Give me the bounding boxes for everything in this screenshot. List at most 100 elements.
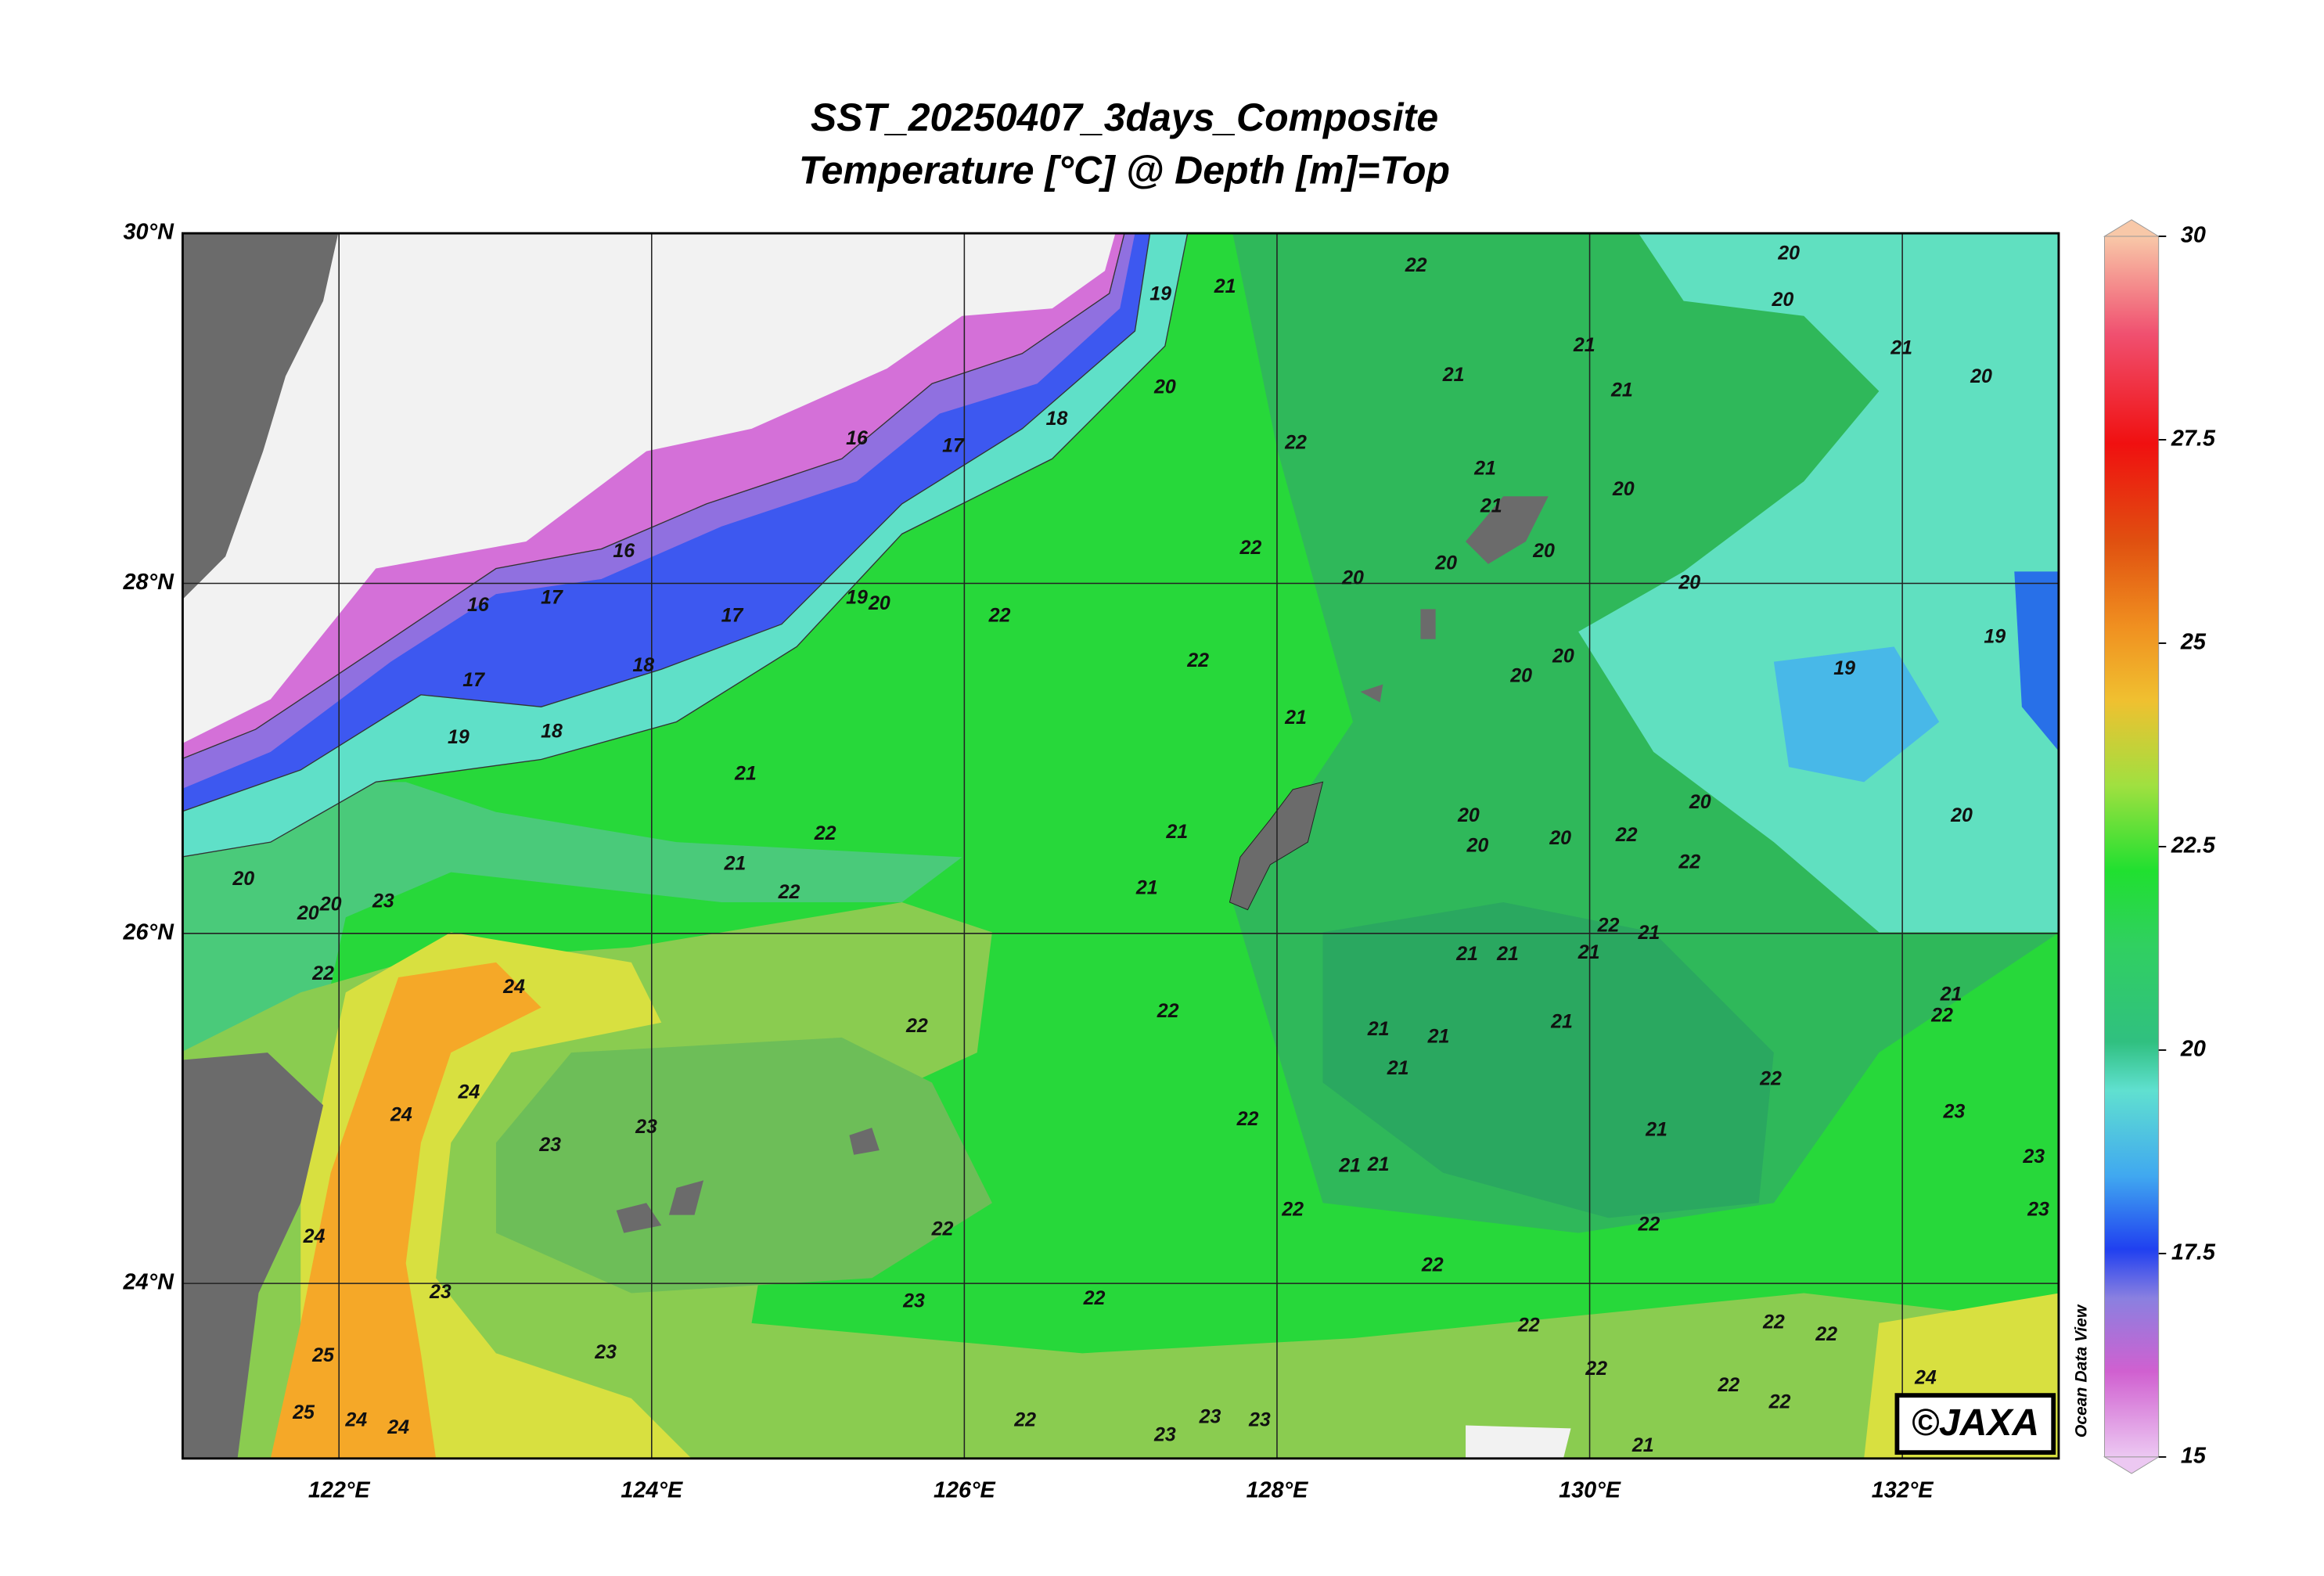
contour-label: 20 xyxy=(232,868,254,890)
contour-label: 22 xyxy=(1405,254,1427,276)
contour-label: 16 xyxy=(613,540,635,562)
contour-label: 22 xyxy=(1236,1108,1259,1130)
contour-label: 20 xyxy=(1434,552,1457,574)
contour-label: 20 xyxy=(1678,571,1700,593)
contour-label: 22 xyxy=(1597,914,1620,936)
contour-label: 21 xyxy=(1578,941,1600,963)
lon-label: 132°E xyxy=(1872,1478,1934,1503)
contour-label: 20 xyxy=(1689,791,1711,813)
contour-label: 23 xyxy=(902,1290,925,1312)
colorbar-tick-label: 15 xyxy=(2181,1443,2207,1468)
map-frame xyxy=(181,232,2060,1460)
contour-label: 23 xyxy=(594,1341,617,1363)
contour-label: 21 xyxy=(1338,1155,1361,1177)
contour-label: 21 xyxy=(1455,943,1478,965)
contour-label: 22 xyxy=(1157,1000,1179,1022)
contour-label: 23 xyxy=(1153,1424,1176,1446)
contour-label: 24 xyxy=(457,1081,480,1103)
contour-label: 24 xyxy=(390,1103,412,1125)
contour-label: 18 xyxy=(541,721,563,743)
contour-label: 25 xyxy=(311,1344,335,1366)
lon-label: 126°E xyxy=(934,1478,996,1503)
contour-label: 21 xyxy=(1573,334,1596,356)
contour-label: 23 xyxy=(2022,1146,2045,1168)
contour-label: 21 xyxy=(1427,1025,1450,1047)
contour-label: 22 xyxy=(1717,1374,1739,1396)
contour-label: 22 xyxy=(931,1218,954,1240)
contour-label: 22 xyxy=(1815,1323,1837,1345)
contour-label: 21 xyxy=(1367,1018,1390,1040)
lat-label: 24°N xyxy=(123,1270,175,1295)
lon-label: 130°E xyxy=(1559,1478,1621,1503)
lon-label: 122°E xyxy=(308,1478,371,1503)
contour-label: 19 xyxy=(448,726,469,748)
contour-label: 24 xyxy=(502,976,525,998)
contour-label: 22 xyxy=(1930,1005,1953,1027)
contour-label: 22 xyxy=(778,881,800,903)
contour-label: 19 xyxy=(1149,282,1171,304)
contour-label: 22 xyxy=(1759,1067,1782,1089)
contour-label: 20 xyxy=(1509,664,1532,686)
colorbar xyxy=(2104,236,2160,1458)
lon-label: 128°E xyxy=(1247,1478,1309,1503)
contour-label: 20 xyxy=(1532,540,1555,562)
contour-label: 22 xyxy=(988,605,1011,627)
contour-label: 17 xyxy=(942,435,965,457)
contour-label: 22 xyxy=(1638,1214,1660,1236)
contour-label: 21 xyxy=(1890,337,1912,359)
colorbar-tick-label: 30 xyxy=(2181,223,2206,248)
contour-label: 23 xyxy=(429,1281,451,1303)
contour-label: 20 xyxy=(319,893,342,915)
contour-label: 22 xyxy=(1615,824,1638,846)
contour-label: 21 xyxy=(1610,379,1633,401)
contour-label: 20 xyxy=(1950,804,1973,826)
contour-label: 24 xyxy=(303,1225,326,1247)
contour-label: 20 xyxy=(1457,804,1480,826)
colorbar-tick-label: 27.5 xyxy=(2171,426,2216,452)
lat-label: 28°N xyxy=(123,570,175,595)
contour-label: 18 xyxy=(1046,408,1068,430)
contour-label: 22 xyxy=(1284,432,1307,454)
contour-label: 23 xyxy=(635,1116,657,1138)
lon-label: 124°E xyxy=(621,1478,683,1503)
colorbar-tick-label: 20 xyxy=(2180,1037,2206,1062)
software-credit: Ocean Data View xyxy=(2072,1304,2090,1437)
contour-label: 19 xyxy=(846,587,868,609)
contour-label: 22 xyxy=(905,1015,928,1037)
contour-label: 22 xyxy=(814,822,836,844)
contour-label: 21 xyxy=(1645,1119,1667,1141)
contour-label: 23 xyxy=(372,891,394,912)
contour-label: 21 xyxy=(724,853,746,875)
contour-label: 23 xyxy=(1248,1409,1271,1430)
colorbar-cap xyxy=(2103,219,2160,237)
contour-label: 23 xyxy=(1943,1101,1966,1123)
contour-label: 20 xyxy=(1153,376,1176,398)
colorbar-cap xyxy=(2103,1456,2160,1474)
contour-label: 22 xyxy=(1421,1254,1444,1276)
contour-label: 24 xyxy=(387,1416,409,1438)
contour-label: 16 xyxy=(467,594,490,616)
contour-label: 21 xyxy=(1284,707,1307,729)
title: SST_20250407_3days_Composite xyxy=(811,95,1438,139)
contour-label: 22 xyxy=(1678,851,1700,873)
contour-label: 21 xyxy=(734,762,757,784)
contour-label: 20 xyxy=(1549,827,1571,849)
contour-label: 25 xyxy=(292,1401,315,1423)
contour-label: 17 xyxy=(721,605,744,627)
colorbar-tick-label: 22.5 xyxy=(2171,833,2216,858)
contour-label: 19 xyxy=(1833,657,1855,679)
credit-box xyxy=(1894,1393,2056,1455)
contour-label: 17 xyxy=(541,587,563,609)
contour-label: 18 xyxy=(632,654,654,676)
contour-label: 21 xyxy=(1550,1010,1573,1032)
contour-label: 20 xyxy=(1970,365,1992,387)
contour-label: 21 xyxy=(1387,1057,1409,1079)
contour-label: 21 xyxy=(1631,1434,1654,1456)
contour-label: 22 xyxy=(1768,1391,1791,1412)
contour-label: 17 xyxy=(462,669,485,691)
colorbar-tick-label: 17.5 xyxy=(2171,1240,2216,1265)
contour-label: 24 xyxy=(1914,1367,1937,1389)
contour-label: 21 xyxy=(1442,364,1465,386)
